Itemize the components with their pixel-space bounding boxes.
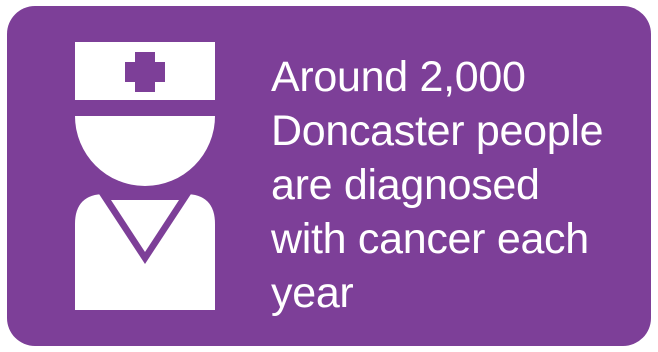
stat-line: are diagnosed (271, 161, 540, 209)
nurse-icon (75, 42, 215, 310)
cancer-statistic-text: Around 2,000 Doncaster people are diagno… (271, 50, 651, 320)
info-card: Around 2,000 Doncaster people are diagno… (7, 6, 651, 346)
stat-line: with cancer each (271, 215, 589, 263)
stat-line: Doncaster people (271, 107, 604, 155)
stat-line: year (271, 269, 354, 317)
stat-line: Around 2,000 (271, 53, 526, 101)
